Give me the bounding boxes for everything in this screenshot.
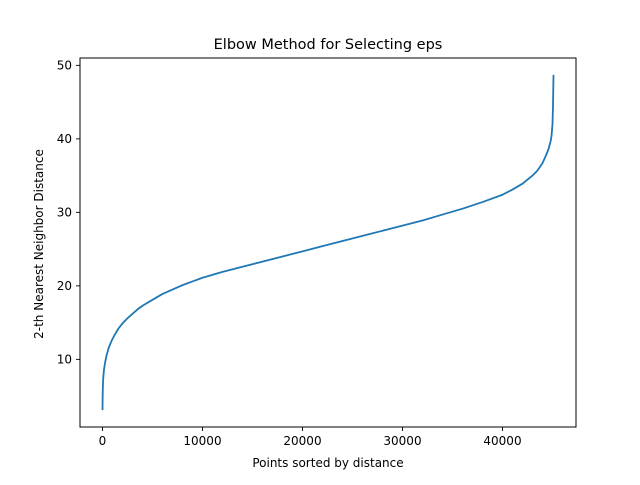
y-axis-ticks: 10 20 30 40 50 [57,58,80,366]
plot-area [101,74,555,411]
chart-title: Elbow Method for Selecting eps [214,37,443,53]
x-axis-label: Points sorted by distance [252,456,403,470]
x-axis-ticks: 0 10000 20000 30000 40000 [99,427,522,448]
x-tick-label: 20000 [283,434,321,448]
x-tick-label: 0 [99,434,107,448]
x-tick-label: 10000 [183,434,221,448]
x-tick-label: 40000 [483,434,521,448]
y-tick-label: 40 [57,132,72,146]
y-tick-label: 50 [57,58,72,72]
x-tick-label: 30000 [383,434,421,448]
y-tick-label: 20 [57,279,72,293]
y-tick-label: 10 [57,352,72,366]
y-tick-label: 30 [57,205,72,219]
y-axis-label: 2-th Nearest Neighbor Distance [32,149,46,339]
series-line [101,74,555,411]
axes-frame [79,57,577,428]
